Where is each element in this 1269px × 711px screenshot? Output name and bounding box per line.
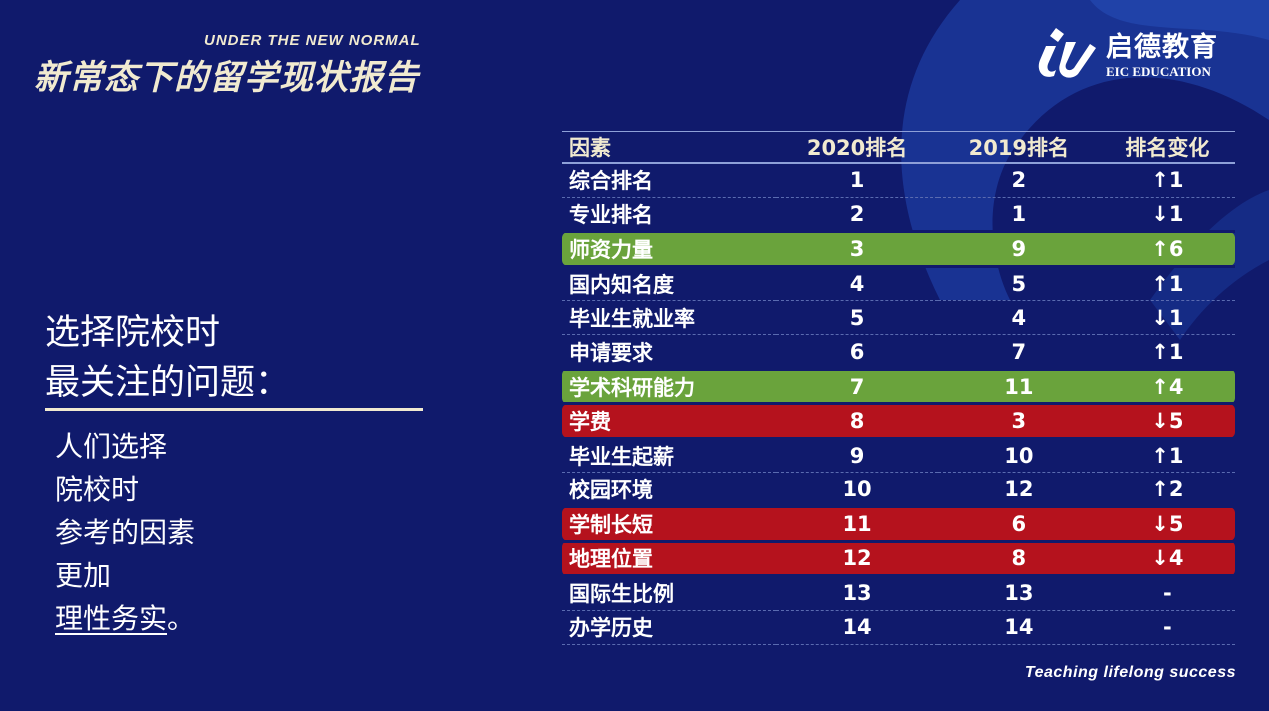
table-row: 申请要求 6 7 ↑1 bbox=[562, 334, 1235, 370]
table-row: 国际生比例 13 13- bbox=[562, 575, 1235, 611]
cell-change: ↓1 bbox=[1099, 300, 1235, 336]
table-row: 校园环境 10 12 ↑2 bbox=[562, 472, 1235, 508]
cell-r2019: 9 bbox=[937, 230, 1100, 268]
summary-line: 更加 bbox=[55, 559, 112, 592]
cell-r2019: 14 bbox=[937, 610, 1100, 645]
heading-line: 选择院校时 bbox=[45, 313, 221, 353]
logo-name-cn: 启德教育 bbox=[1106, 31, 1218, 63]
summary-suffix: 。 bbox=[167, 602, 196, 635]
ranking-table: 因素 2020排名 2019排名 排名变化 综合排名 1 2 ↑1 专业排名 2 1 ↓1 师资… bbox=[562, 131, 1235, 645]
cell-r2019: 12 bbox=[937, 472, 1100, 508]
cell-r2019: 4 bbox=[937, 300, 1100, 336]
cell-r2020: 14 bbox=[776, 610, 938, 645]
section-heading: 选择院校时 最关注的问题： bbox=[45, 308, 290, 408]
header-2019: 2019排名 bbox=[937, 131, 1100, 164]
cell-r2020: 6 bbox=[776, 334, 938, 370]
heading-line: 最关注的问题： bbox=[45, 363, 291, 403]
cell-factor: 毕业生起薪 bbox=[562, 438, 777, 474]
cell-change: ↑2 bbox=[1099, 472, 1235, 508]
cell-factor: 综合排名 bbox=[562, 163, 777, 198]
cell-factor: 学制长短 bbox=[562, 505, 777, 543]
cell-factor: 校园环境 bbox=[562, 472, 777, 508]
cell-change: ↓5 bbox=[1099, 505, 1235, 543]
cell-factor: 学费 bbox=[562, 402, 777, 440]
table-row: 毕业生起薪 9 10 ↑1 bbox=[562, 438, 1235, 474]
cell-factor: 国内知名度 bbox=[562, 266, 777, 302]
summary-emphasis: 理性务实 bbox=[55, 602, 168, 635]
cell-factor: 办学历史 bbox=[562, 610, 777, 645]
summary-text: 人们选择 院校时 参考的因素 更加 理性务实。 bbox=[55, 425, 195, 640]
title-english: UNDER THE NEW NORMAL bbox=[204, 32, 421, 49]
header-2020: 2020排名 bbox=[776, 131, 938, 164]
heading-divider bbox=[45, 408, 423, 411]
cell-factor: 申请要求 bbox=[562, 334, 777, 370]
footer-slogan: Teaching lifelong success bbox=[1024, 664, 1236, 681]
eic-logo: 启德教育 EIC EDUCATION bbox=[1036, 24, 1218, 80]
cell-change: ↑1 bbox=[1099, 163, 1235, 198]
table-row: 学制长短 11 6 ↓5 bbox=[562, 505, 1235, 543]
table-row: 毕业生就业率 5 4 ↓1 bbox=[562, 300, 1235, 336]
cell-change: ↓5 bbox=[1099, 402, 1235, 440]
cell-r2020: 12 bbox=[776, 539, 938, 578]
table-row: 办学历史 14 14- bbox=[562, 610, 1235, 645]
cell-r2019: 3 bbox=[937, 402, 1100, 440]
cell-r2020: 13 bbox=[776, 575, 938, 611]
cell-r2020: 3 bbox=[776, 230, 938, 268]
table-row: 师资力量 3 9 ↑6 bbox=[562, 230, 1235, 268]
cell-r2019: 1 bbox=[937, 197, 1100, 233]
cell-r2019: 2 bbox=[937, 163, 1100, 198]
cell-r2020: 7 bbox=[776, 367, 938, 406]
cell-change: ↑6 bbox=[1099, 230, 1235, 268]
cell-r2020: 4 bbox=[776, 266, 938, 302]
cell-r2019: 13 bbox=[937, 575, 1100, 611]
logo-name-en: EIC EDUCATION bbox=[1106, 63, 1211, 79]
cell-r2019: 5 bbox=[937, 266, 1100, 302]
cell-r2019: 7 bbox=[937, 334, 1100, 370]
cell-change: ↑1 bbox=[1099, 266, 1235, 302]
cell-change: ↑1 bbox=[1099, 438, 1235, 474]
table-row: 综合排名 1 2 ↑1 bbox=[562, 163, 1235, 198]
summary-line: 院校时 bbox=[55, 473, 140, 506]
table-row: 地理位置 12 8 ↓4 bbox=[562, 539, 1235, 578]
cell-r2020: 8 bbox=[776, 402, 938, 440]
cell-change: - bbox=[1099, 610, 1235, 645]
cell-r2020: 9 bbox=[776, 438, 938, 474]
cell-r2019: 6 bbox=[937, 505, 1100, 543]
summary-line: 人们选择 bbox=[55, 430, 168, 463]
cell-factor: 毕业生就业率 bbox=[562, 300, 777, 336]
cell-factor: 专业排名 bbox=[562, 197, 777, 233]
header-factor: 因素 bbox=[562, 131, 777, 164]
summary-line: 参考的因素 bbox=[55, 516, 196, 549]
table-header: 因素 2020排名 2019排名 排名变化 bbox=[562, 131, 1235, 164]
cell-r2019: 11 bbox=[937, 367, 1100, 406]
cell-r2020: 10 bbox=[776, 472, 938, 508]
cell-factor: 学术科研能力 bbox=[562, 367, 777, 406]
title-chinese: 新常态下的留学现状报告 bbox=[34, 58, 419, 98]
table-row: 学术科研能力 7 11 ↑4 bbox=[562, 367, 1235, 406]
cell-change: ↓1 bbox=[1099, 197, 1235, 233]
table-row: 专业排名 2 1 ↓1 bbox=[562, 197, 1235, 233]
cell-change: ↑4 bbox=[1099, 367, 1235, 406]
cell-r2019: 10 bbox=[937, 438, 1100, 474]
cell-r2020: 5 bbox=[776, 300, 938, 336]
cell-factor: 师资力量 bbox=[562, 230, 777, 268]
cell-factor: 国际生比例 bbox=[562, 575, 777, 611]
table-row: 学费 8 3 ↓5 bbox=[562, 402, 1235, 440]
table-row: 国内知名度 4 5 ↑1 bbox=[562, 266, 1235, 302]
header-change: 排名变化 bbox=[1099, 131, 1235, 164]
cell-change: ↓4 bbox=[1099, 539, 1235, 578]
cell-r2020: 11 bbox=[776, 505, 938, 543]
cell-r2020: 2 bbox=[776, 197, 938, 233]
cell-r2020: 1 bbox=[776, 163, 938, 198]
eic-logo-icon bbox=[1038, 28, 1096, 78]
cell-factor: 地理位置 bbox=[562, 539, 777, 578]
cell-change: ↑1 bbox=[1099, 334, 1235, 370]
cell-change: - bbox=[1099, 575, 1235, 611]
cell-r2019: 8 bbox=[937, 539, 1100, 578]
